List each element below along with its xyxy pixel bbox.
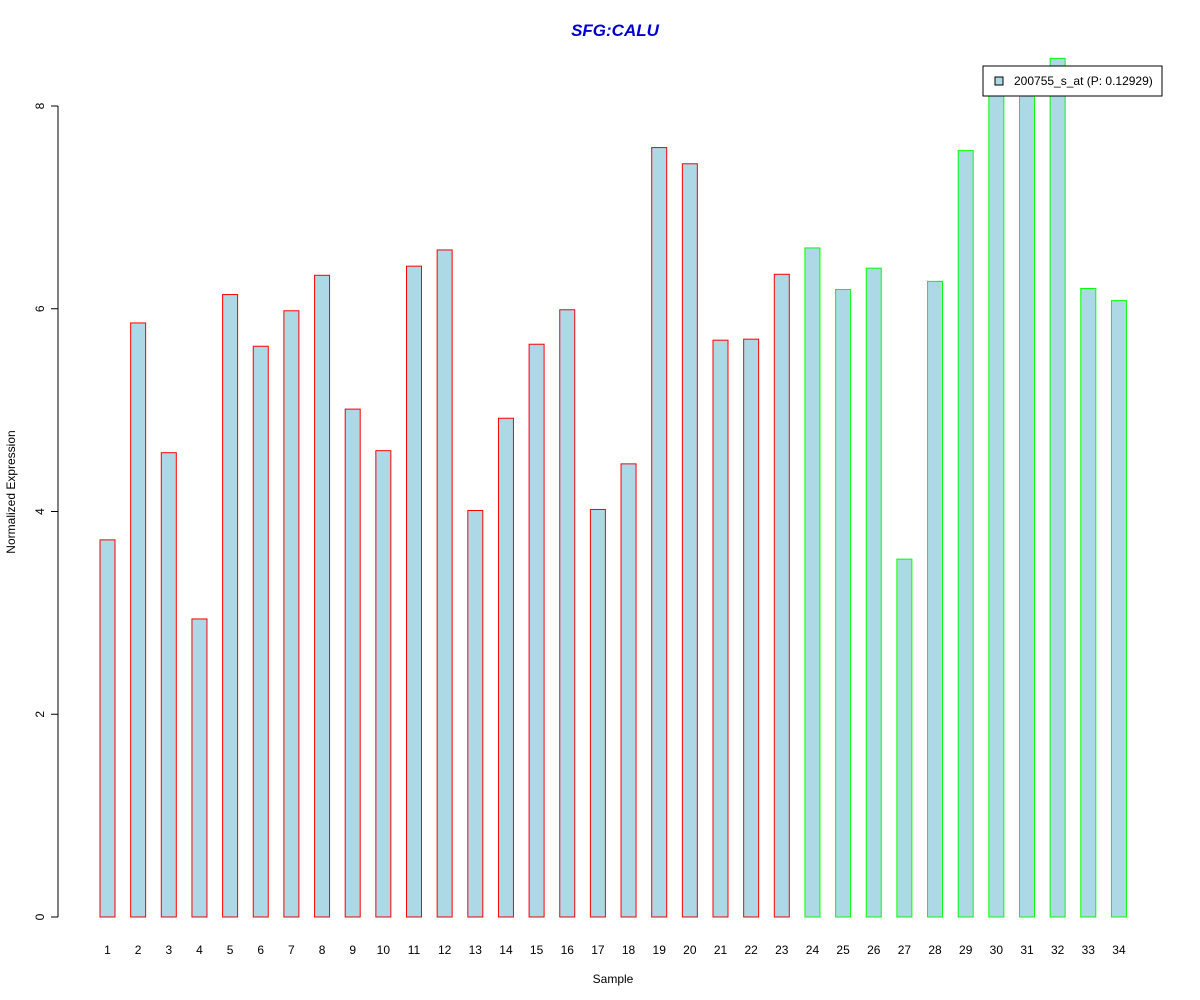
x-tick-label: 22 — [744, 943, 758, 957]
x-tick-label: 13 — [469, 943, 483, 957]
legend: 200755_s_at (P: 0.12929) — [982, 65, 1163, 97]
x-tick-label: 6 — [257, 943, 264, 957]
bar-sample-13 — [467, 509, 484, 918]
x-tick-label: 32 — [1051, 943, 1065, 957]
legend-label: 200755_s_at (P: 0.12929) — [1014, 74, 1153, 88]
x-tick-label: 15 — [530, 943, 544, 957]
y-axis-label: Normalized Expression — [4, 430, 18, 553]
chart-title: SFG:CALU — [571, 21, 660, 40]
x-tick-label: 33 — [1082, 943, 1096, 957]
x-tick-label: 9 — [349, 943, 356, 957]
bar-sample-14 — [497, 417, 514, 918]
x-tick-label: 19 — [653, 943, 667, 957]
x-tick-label: 23 — [775, 943, 789, 957]
bar-sample-27 — [896, 558, 913, 918]
bar-sample-2 — [130, 322, 147, 918]
x-tick-label: 20 — [683, 943, 697, 957]
x-tick-label: 12 — [438, 943, 452, 957]
bar-sample-28 — [927, 280, 944, 918]
x-tick-label: 28 — [928, 943, 942, 957]
bar-sample-7 — [283, 310, 300, 918]
bar-sample-16 — [559, 309, 576, 918]
y-tick-label: 8 — [33, 102, 47, 109]
bar-sample-6 — [252, 345, 269, 918]
bar-sample-34 — [1110, 300, 1127, 918]
x-tick-label: 1 — [104, 943, 111, 957]
bar-sample-25 — [835, 288, 852, 918]
bar-sample-12 — [436, 249, 453, 918]
bar-sample-9 — [344, 408, 361, 918]
x-tick-label: 24 — [806, 943, 820, 957]
bar-sample-23 — [773, 273, 790, 918]
bar-sample-32 — [1049, 57, 1066, 918]
x-axis-label: Sample — [593, 972, 634, 986]
y-tick-label: 2 — [33, 711, 47, 718]
x-tick-label: 4 — [196, 943, 203, 957]
x-tick-label: 21 — [714, 943, 728, 957]
bar-sample-1 — [99, 539, 116, 918]
bar-sample-10 — [375, 450, 392, 918]
y-tick-label: 0 — [33, 913, 47, 920]
x-tick-label: 30 — [990, 943, 1004, 957]
legend-swatch — [994, 76, 1004, 86]
x-tick-label: 31 — [1020, 943, 1034, 957]
x-tick-labels: 1 2 3 4 5 6 7 8 9 10 11 12 13 14 15 16 17 18 19 20 21 22 23 24 2… — [104, 943, 1126, 957]
bar-sample-8 — [314, 274, 331, 918]
x-tick-label: 29 — [959, 943, 973, 957]
bar-sample-29 — [957, 150, 974, 918]
x-tick-label: 16 — [561, 943, 575, 957]
x-tick-label: 8 — [319, 943, 326, 957]
bar-sample-17 — [589, 508, 606, 918]
bars-group — [99, 57, 1127, 918]
x-tick-label: 17 — [591, 943, 605, 957]
bar-sample-33 — [1080, 287, 1097, 918]
x-tick-label: 27 — [898, 943, 912, 957]
x-tick-label: 7 — [288, 943, 295, 957]
bar-sample-26 — [865, 267, 882, 918]
x-tick-label: 11 — [408, 943, 421, 957]
bar-sample-4 — [191, 618, 208, 918]
bar-sample-11 — [406, 265, 422, 918]
bar-sample-5 — [222, 294, 239, 918]
y-tick-label: 4 — [33, 508, 47, 515]
y-tick-label: 6 — [33, 305, 47, 312]
bar-sample-20 — [681, 163, 698, 918]
x-tick-label: 34 — [1112, 943, 1126, 957]
legend-box — [982, 65, 1163, 97]
x-tick-label: 18 — [622, 943, 636, 957]
bar-sample-3 — [160, 452, 177, 918]
bar-sample-18 — [620, 463, 637, 918]
x-tick-label: 2 — [135, 943, 142, 957]
bar-sample-22 — [743, 338, 760, 918]
bar-sample-24 — [804, 247, 821, 918]
bar-sample-30 — [988, 85, 1005, 918]
bar-sample-31 — [1019, 85, 1035, 918]
x-tick-label: 25 — [836, 943, 850, 957]
x-tick-label: 14 — [499, 943, 513, 957]
bar-sample-21 — [712, 339, 729, 918]
x-tick-label: 5 — [227, 943, 234, 957]
y-axis: 0 2 4 6 8 — [33, 102, 59, 920]
x-tick-label: 26 — [867, 943, 881, 957]
x-tick-label: 10 — [377, 943, 391, 957]
x-tick-label: 3 — [165, 943, 172, 957]
bar-sample-19 — [651, 147, 668, 918]
bar-sample-15 — [528, 343, 545, 918]
